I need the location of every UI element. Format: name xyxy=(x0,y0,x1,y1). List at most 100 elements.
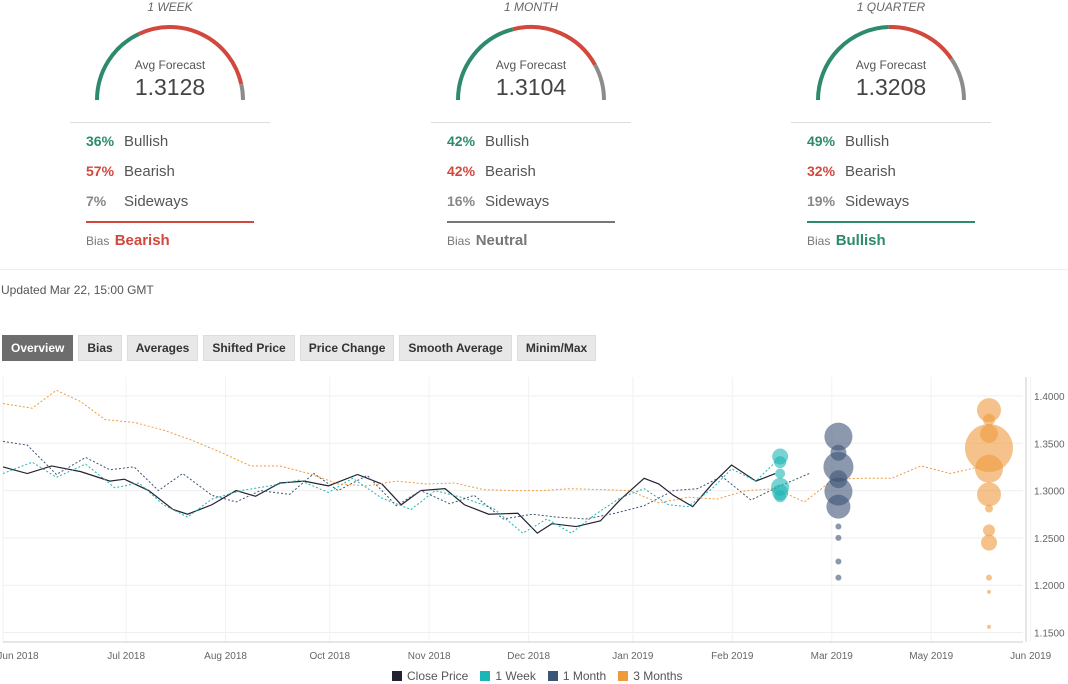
tab-minim-max[interactable]: Minim/Max xyxy=(516,335,597,361)
bearish-label: Bearish xyxy=(845,163,896,180)
forecast-bubble xyxy=(986,574,992,581)
legend-swatch xyxy=(480,671,491,681)
bias-underline xyxy=(86,221,254,223)
bearish-label: Bearish xyxy=(124,163,175,180)
bullish-label: Bullish xyxy=(845,133,890,150)
forecast-bubble xyxy=(977,398,1001,423)
tab-shifted-price[interactable]: Shifted Price xyxy=(203,335,295,361)
separator xyxy=(70,122,270,123)
bullish-pct: 49% xyxy=(807,133,836,149)
forecast-bubble xyxy=(983,413,995,426)
forecast-panel-2: 1 QUARTER Avg Forecast 1.3208 49% Bullish… xyxy=(791,0,1068,260)
updated-timestamp: Updated Mar 22, 15:00 GMT xyxy=(1,283,154,297)
y-tick-label: 1.2000 xyxy=(1034,581,1065,592)
bias: Bias Neutral xyxy=(447,232,527,249)
tab-overview[interactable]: Overview xyxy=(2,335,74,361)
legend-item[interactable]: 1 Week xyxy=(480,669,536,683)
gauge-arc-bearish xyxy=(138,25,244,85)
gauge-chart xyxy=(95,25,245,101)
forecast-bubble xyxy=(987,624,991,629)
bias-value: Bearish xyxy=(114,232,170,249)
bearish-row: 42% Bearish xyxy=(447,163,536,180)
chart-tabs: Overview Bias Averages Shifted Price Price C… xyxy=(2,335,597,361)
forecast-bubble xyxy=(975,454,1003,483)
tab-averages[interactable]: Averages xyxy=(126,335,199,361)
series-line-close-price xyxy=(2,464,776,534)
gauge-chart xyxy=(456,25,606,101)
forecast-panel-1: 1 MONTH Avg Forecast 1.3104 42% Bullish 4… xyxy=(431,0,791,260)
x-tick-label: Feb 2019 xyxy=(711,651,754,662)
bias-value: Bullish xyxy=(835,232,886,249)
legend-item[interactable]: 3 Months xyxy=(618,669,683,683)
forecast-bubble xyxy=(835,574,842,581)
bullish-label: Bullish xyxy=(485,133,530,150)
x-tick-label: Dec 2018 xyxy=(507,651,550,662)
series-line-3-months xyxy=(2,389,980,504)
x-tick-label: Oct 2018 xyxy=(309,651,350,662)
bias: Bias Bearish xyxy=(86,232,170,249)
gauge-arc-bullish xyxy=(456,27,514,101)
forecast-bubble xyxy=(983,524,995,537)
bias-value: Neutral xyxy=(475,232,528,249)
separator xyxy=(791,122,991,123)
forecast-bubble xyxy=(835,534,842,541)
forecast-bubble xyxy=(977,482,1001,507)
y-tick-label: 1.2500 xyxy=(1034,534,1065,545)
tab-price-change[interactable]: Price Change xyxy=(299,335,395,361)
bias-label: Bias xyxy=(447,234,471,248)
bullish-row: 36% Bullish xyxy=(86,133,168,150)
bullish-row: 49% Bullish xyxy=(807,133,889,150)
legend-item[interactable]: Close Price xyxy=(392,669,468,683)
bias-underline xyxy=(807,221,975,223)
bearish-row: 57% Bearish xyxy=(86,163,175,180)
legend-swatch xyxy=(547,671,558,681)
forecast-bubble xyxy=(965,423,1013,472)
forecast-bubble xyxy=(981,534,997,551)
tab-bias[interactable]: Bias xyxy=(78,335,122,361)
sideways-row: 16% Sideways xyxy=(447,193,549,210)
bullish-pct: 36% xyxy=(86,133,115,149)
bullish-label: Bullish xyxy=(124,133,169,150)
bias-underline xyxy=(447,221,615,223)
avg-forecast-label: Avg Forecast xyxy=(495,58,567,72)
gauge-arc-sideways xyxy=(949,57,966,101)
sideways-pct: 7% xyxy=(86,193,107,209)
legend-item[interactable]: 1 Month xyxy=(547,669,606,683)
x-tick-label: Jul 2018 xyxy=(107,651,145,662)
sideways-row: 19% Sideways xyxy=(807,193,909,210)
forecast-bubble xyxy=(775,468,786,479)
tab-smooth-average[interactable]: Smooth Average xyxy=(399,335,512,361)
avg-forecast-label: Avg Forecast xyxy=(855,58,927,72)
bias: Bias Bullish xyxy=(807,232,886,249)
gauge-arc-bearish xyxy=(512,25,597,66)
bearish-pct: 42% xyxy=(447,163,476,179)
legend-label: 1 Week xyxy=(495,669,536,683)
forecast-panel-0: 1 WEEK Avg Forecast 1.3128 36% Bullish 57… xyxy=(70,0,430,260)
series-line-1-month xyxy=(2,440,810,520)
x-tick-label: Mar 2019 xyxy=(811,651,854,662)
gauge-chart xyxy=(816,25,966,101)
legend-swatch xyxy=(618,671,629,681)
forecast-bubble xyxy=(774,490,787,503)
forecast-bubble xyxy=(835,558,842,565)
forecast-bubble xyxy=(985,504,993,513)
bearish-pct: 32% xyxy=(807,163,836,179)
y-tick-label: 1.3000 xyxy=(1034,487,1065,498)
avg-forecast-value: 1.3104 xyxy=(495,74,567,100)
x-tick-label: Jan 2019 xyxy=(612,651,654,662)
gauge-arc-sideways xyxy=(239,83,245,101)
sideways-label: Sideways xyxy=(124,193,189,210)
y-tick-label: 1.3500 xyxy=(1034,439,1065,450)
forecast-chart: 1.4000 1.3500 1.3000 1.2500 1.2000 1.1500 Jun … xyxy=(0,377,1065,662)
bearish-row: 32% Bearish xyxy=(807,163,896,180)
legend-swatch xyxy=(392,671,402,681)
gauge-arc-bullish xyxy=(95,32,140,101)
x-tick-label: Nov 2018 xyxy=(408,651,451,662)
avg-forecast-label: Avg Forecast xyxy=(134,58,206,72)
sideways-row: 7% Sideways xyxy=(86,193,188,210)
forecast-bubble xyxy=(835,523,842,530)
bullish-pct: 42% xyxy=(447,133,476,149)
avg-forecast-value: 1.3128 xyxy=(134,74,206,100)
forecast-bubble xyxy=(987,589,991,594)
period-title: 1 WEEK xyxy=(147,0,193,14)
